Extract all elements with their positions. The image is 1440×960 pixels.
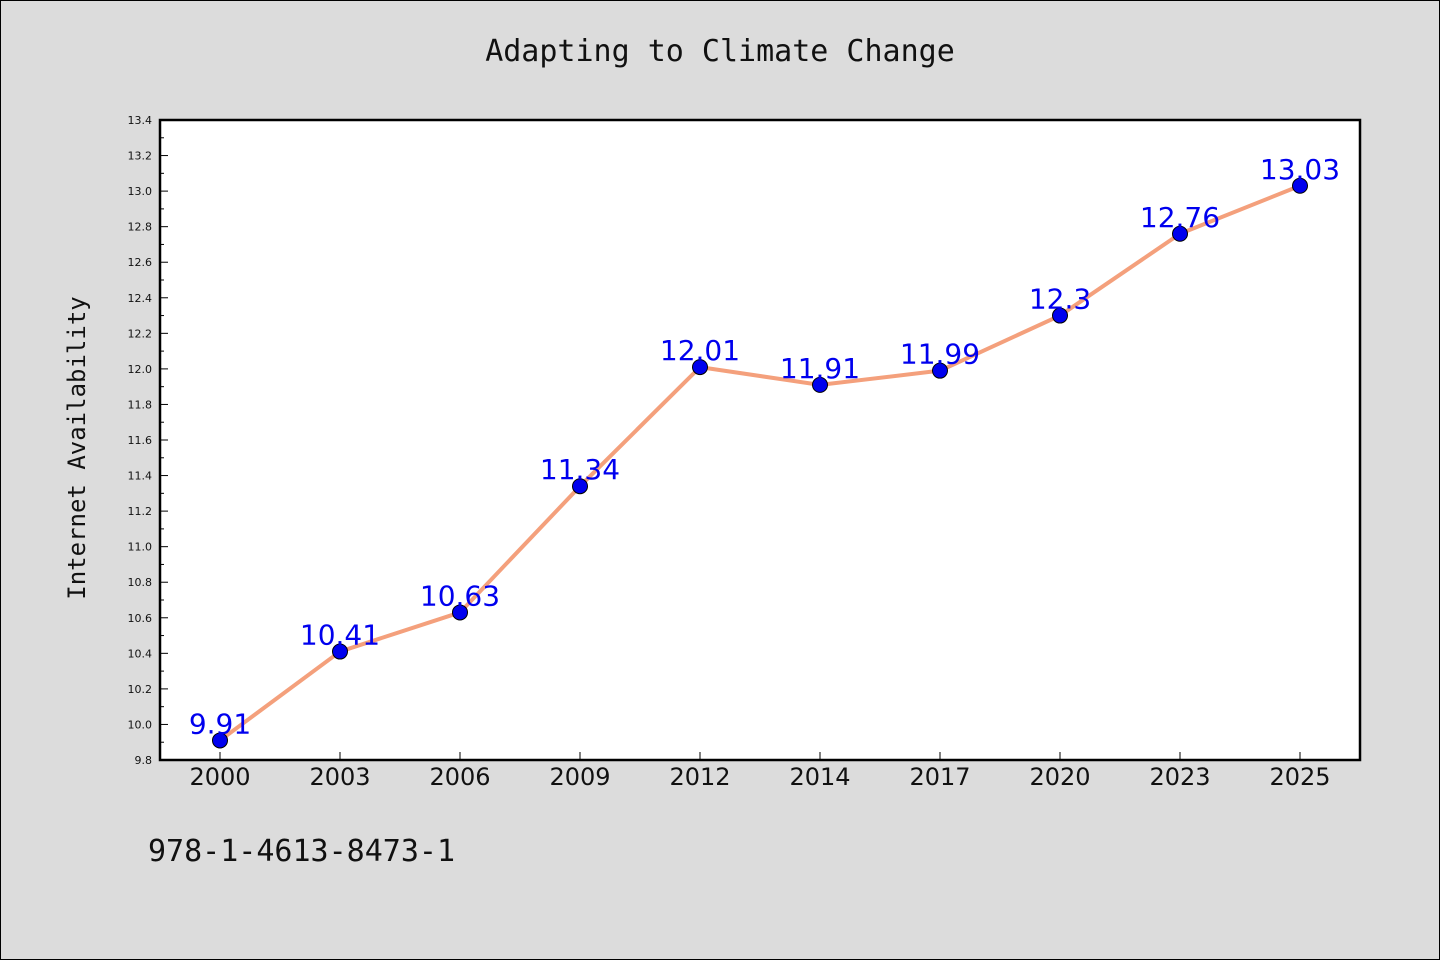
data-point bbox=[1292, 177, 1308, 194]
data-point bbox=[692, 359, 708, 376]
chart-title: Adapting to Climate Change bbox=[485, 34, 955, 69]
y-tick-label: 13.0 bbox=[128, 185, 153, 198]
y-tick-label: 11.2 bbox=[128, 505, 153, 518]
data-point bbox=[212, 732, 228, 749]
y-tick-label: 9.8 bbox=[135, 754, 153, 767]
series-group: 9.91 10.41 10.63 11.34 12.01 11.91 11.99 12.3 12… bbox=[189, 153, 1340, 749]
series-line bbox=[218, 183, 1301, 743]
y-tick-label: 12.0 bbox=[128, 363, 153, 376]
data-label: 10.63 bbox=[420, 579, 500, 612]
isbn-label: 978-1-4613-8473-1 bbox=[148, 834, 456, 869]
y-tick-label: 10.2 bbox=[128, 683, 153, 696]
y-tick-label: 12.2 bbox=[128, 327, 153, 340]
data-label: 13.03 bbox=[1260, 153, 1340, 186]
data-point bbox=[812, 376, 828, 393]
data-point bbox=[932, 362, 948, 379]
y-tick-label: 11.4 bbox=[128, 470, 153, 483]
y-tick-label: 10.4 bbox=[128, 647, 153, 660]
data-point bbox=[572, 478, 588, 495]
y-tick-label: 11.6 bbox=[128, 434, 153, 447]
x-tick-label: 2025 bbox=[1269, 763, 1330, 791]
data-label: 12.3 bbox=[1029, 283, 1091, 316]
y-tick-label: 13.2 bbox=[128, 150, 153, 163]
y-tick-label: 10.0 bbox=[128, 718, 153, 731]
x-tick-label: 2014 bbox=[789, 763, 850, 791]
data-label: 12.76 bbox=[1140, 201, 1220, 234]
data-label: 11.91 bbox=[780, 352, 860, 385]
y-tick-label: 10.6 bbox=[128, 612, 153, 625]
y-tick-label: 13.4 bbox=[128, 114, 153, 127]
x-tick-label: 2003 bbox=[309, 763, 370, 791]
plot-border bbox=[158, 118, 1362, 762]
y-axis: 9.8 10.0 10.2 10.4 10.6 10.8 11.0 11.2 11.4 11.6 1… bbox=[128, 114, 168, 767]
x-tick-label: 2023 bbox=[1149, 763, 1210, 791]
plot-area bbox=[160, 120, 1360, 760]
data-label: 11.34 bbox=[540, 453, 620, 486]
x-tick-label: 2009 bbox=[549, 763, 610, 791]
data-point bbox=[1172, 225, 1188, 242]
data-label: 9.91 bbox=[189, 707, 251, 740]
data-point bbox=[1052, 307, 1068, 324]
data-label: 12.01 bbox=[660, 334, 740, 367]
y-tick-label: 10.8 bbox=[128, 576, 153, 589]
data-label: 11.99 bbox=[900, 338, 980, 371]
y-tick-label: 12.8 bbox=[128, 221, 153, 234]
x-tick-label: 2012 bbox=[669, 763, 730, 791]
x-tick-label: 2020 bbox=[1029, 763, 1090, 791]
y-tick-label: 12.6 bbox=[128, 256, 153, 269]
y-tick-label: 11.8 bbox=[128, 398, 153, 411]
y-tick-label: 11.0 bbox=[128, 541, 153, 554]
x-tick-label: 2006 bbox=[429, 763, 490, 791]
x-tick-label: 2000 bbox=[189, 763, 250, 791]
x-tick-label: 2017 bbox=[909, 763, 970, 791]
data-point bbox=[452, 604, 468, 621]
x-axis: 2000 2003 2006 2009 2012 2014 2017 2020 2023 2025 bbox=[189, 752, 1331, 791]
data-label: 10.41 bbox=[300, 619, 380, 652]
data-point bbox=[332, 643, 348, 660]
y-tick-label: 12.4 bbox=[128, 292, 153, 305]
